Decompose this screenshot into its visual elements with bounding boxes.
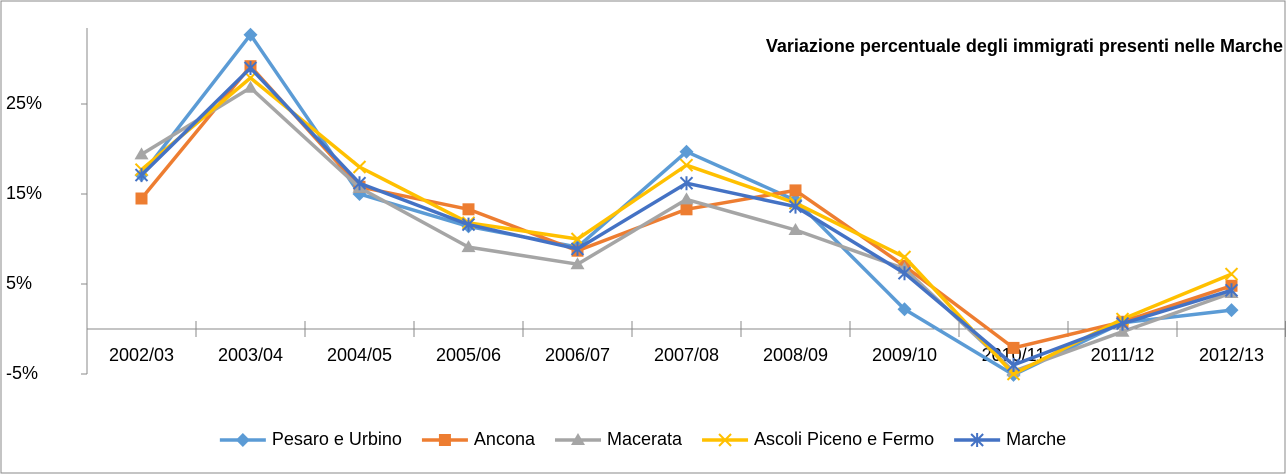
marker bbox=[897, 250, 912, 264]
marker bbox=[1224, 283, 1239, 298]
marker bbox=[789, 184, 802, 197]
marker bbox=[134, 147, 149, 160]
y-tick-label: 25% bbox=[6, 93, 42, 113]
marker bbox=[679, 144, 694, 159]
marker bbox=[461, 217, 476, 232]
marker bbox=[1115, 316, 1130, 331]
marker bbox=[352, 160, 367, 174]
y-tick-label: -5% bbox=[6, 363, 38, 383]
chart-title: Variazione percentuale degli immigrati p… bbox=[766, 36, 1283, 56]
marker bbox=[1006, 358, 1021, 372]
marker bbox=[352, 176, 367, 191]
marker bbox=[570, 232, 585, 246]
x-tick-label: 2005/06 bbox=[436, 345, 501, 365]
x-tick-label: 2008/09 bbox=[763, 345, 828, 365]
marker bbox=[680, 203, 693, 216]
marker bbox=[1007, 341, 1020, 354]
marker bbox=[570, 241, 585, 256]
x-tick-label: 2003/04 bbox=[218, 345, 283, 365]
marker bbox=[243, 61, 258, 75]
marker bbox=[679, 158, 694, 172]
legend: Pesaro e Urbino Ancona Macerata Ascoli Pice… bbox=[219, 429, 1066, 449]
marker bbox=[570, 433, 585, 445]
marker bbox=[897, 302, 912, 317]
marker bbox=[1115, 324, 1130, 337]
x-tick-label: 2012/13 bbox=[1199, 345, 1264, 365]
x-tick-label: 2007/08 bbox=[654, 345, 719, 365]
series bbox=[134, 61, 1239, 372]
marker bbox=[970, 433, 984, 447]
x-tick-label: 2011/12 bbox=[1091, 345, 1155, 365]
marker bbox=[134, 168, 149, 183]
marker bbox=[243, 80, 258, 93]
y-tick-label: 5% bbox=[6, 273, 32, 293]
marker bbox=[235, 433, 250, 447]
marker bbox=[438, 434, 451, 446]
marker bbox=[788, 199, 803, 214]
x-tick-label: 2004/05 bbox=[327, 345, 392, 365]
marker bbox=[1224, 267, 1239, 281]
legend-label: Ancona bbox=[474, 429, 536, 449]
marker bbox=[462, 203, 475, 216]
x-tick-label: 2009/10 bbox=[872, 345, 937, 365]
legend-label: Ascoli Piceno e Fermo bbox=[754, 429, 934, 449]
x-tick-label: 2002/03 bbox=[109, 345, 174, 365]
marker bbox=[718, 433, 732, 447]
legend-label: Pesaro e Urbino bbox=[272, 429, 402, 449]
marker bbox=[1224, 303, 1239, 318]
marker bbox=[679, 192, 694, 205]
marker bbox=[679, 176, 694, 191]
y-tick-label: 15% bbox=[6, 183, 42, 203]
legend-label: Marche bbox=[1006, 429, 1066, 449]
marker bbox=[897, 266, 912, 281]
marker bbox=[570, 257, 585, 270]
marker bbox=[135, 192, 148, 205]
marker bbox=[461, 240, 476, 253]
marker bbox=[788, 223, 803, 235]
marker bbox=[243, 27, 258, 42]
legend-label: Macerata bbox=[607, 429, 683, 449]
x-tick-label: 2006/07 bbox=[545, 345, 610, 365]
